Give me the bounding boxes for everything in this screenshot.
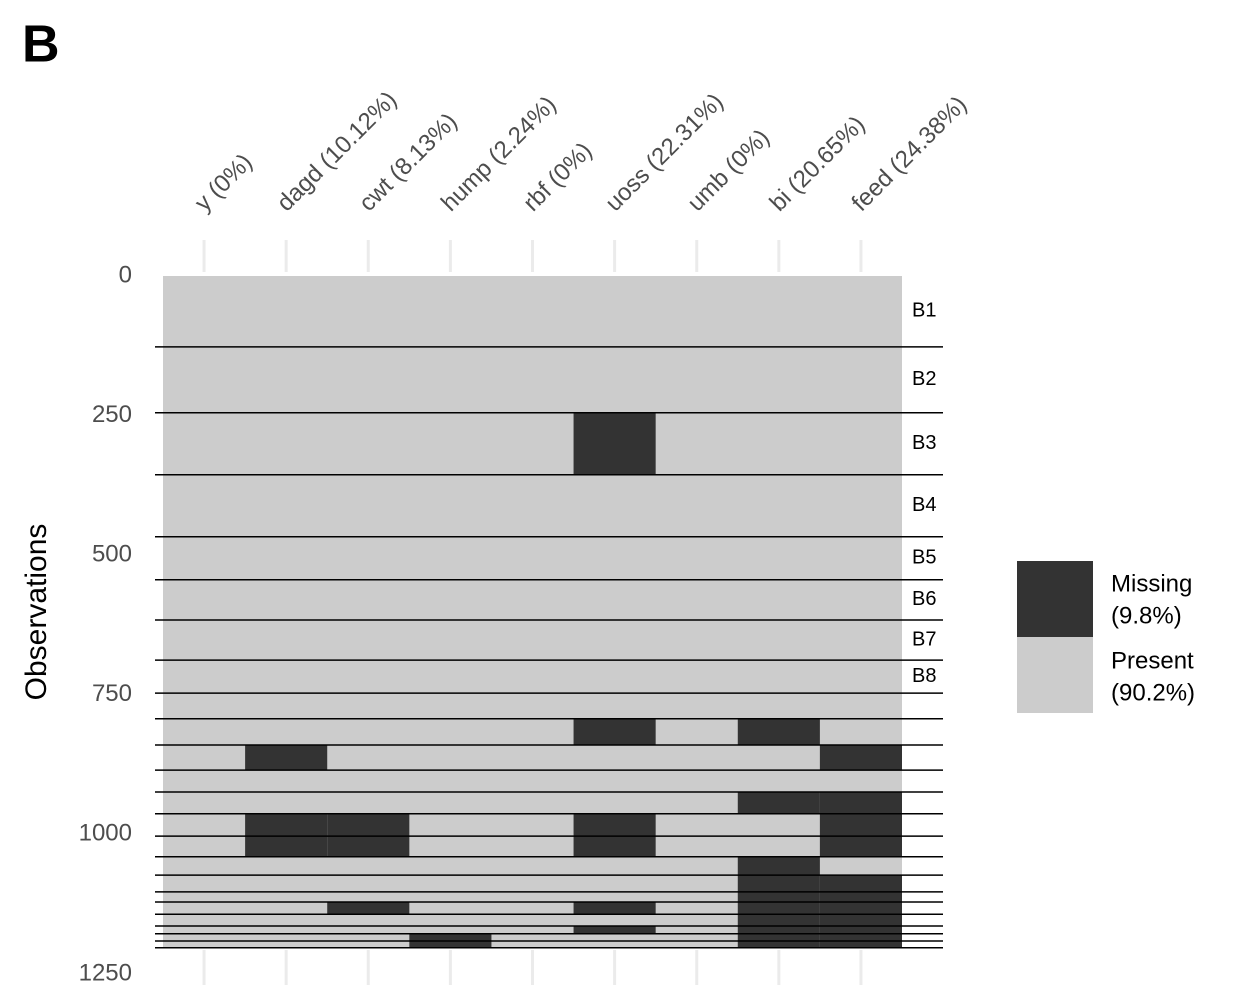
missing-cell (573, 901, 656, 915)
present-block (163, 536, 902, 580)
missing-cell (327, 813, 410, 837)
column-label: feed (24.38%) (847, 91, 973, 217)
y-tick-label: 1000 (79, 820, 132, 847)
present-block (163, 791, 902, 814)
block-label: B8 (912, 665, 936, 687)
missing-cell (737, 901, 820, 915)
missing-cell (819, 791, 902, 814)
missing-cell (327, 901, 410, 915)
present-block (163, 856, 902, 876)
missing-cell (737, 891, 820, 902)
missing-cell (819, 891, 902, 902)
missing-cell (737, 856, 820, 876)
column-label: rbf (0%) (518, 137, 597, 216)
present-block (163, 914, 902, 926)
missing-cell (737, 875, 820, 892)
present-block (163, 346, 902, 413)
missing-cell (737, 718, 820, 746)
missing-cell (573, 412, 656, 475)
y-tick-label: 750 (92, 680, 132, 707)
present-block (163, 770, 902, 792)
missing-cell (819, 875, 902, 892)
legend-label: (9.8%) (1111, 602, 1182, 629)
missing-cell (819, 933, 902, 942)
y-tick-label: 1250 (79, 959, 132, 986)
missing-cell (245, 836, 328, 857)
missing-cell (737, 791, 820, 814)
missing-cell (409, 941, 492, 948)
legend-label: Missing (1111, 570, 1192, 597)
present-block (163, 619, 902, 661)
panel-label: B (22, 16, 60, 74)
missing-cell (245, 745, 328, 771)
block-label: B3 (912, 432, 936, 454)
missing-cell (737, 925, 820, 934)
missing-cell (819, 914, 902, 926)
missing-cell (819, 813, 902, 837)
missing-cell (819, 925, 902, 934)
missing-cell (737, 914, 820, 926)
block-label: B2 (912, 368, 936, 390)
present-block (163, 660, 902, 694)
missing-cell (573, 718, 656, 746)
block-label: B5 (912, 547, 936, 569)
missing-cell (819, 745, 902, 771)
missing-cell (819, 901, 902, 915)
missing-cell (327, 836, 410, 857)
legend-label: (90.2%) (1111, 679, 1195, 706)
present-block (163, 693, 902, 719)
missing-cell (409, 933, 492, 942)
missing-cell (819, 836, 902, 857)
missing-cell (573, 925, 656, 934)
missing-cell (245, 813, 328, 837)
missing-cell (737, 933, 820, 942)
present-block (163, 412, 902, 475)
block-label: B1 (912, 300, 936, 322)
present-block (163, 941, 902, 948)
column-label: y (0%) (190, 149, 258, 217)
present-block (163, 474, 902, 537)
y-axis-label: Observations (20, 524, 53, 701)
y-tick-label: 0 (119, 261, 132, 288)
present-block (163, 933, 902, 942)
present-block (163, 276, 902, 347)
present-block (163, 891, 902, 902)
legend-label: Present (1111, 647, 1194, 674)
block-label: B7 (912, 628, 936, 650)
present-block (163, 875, 902, 892)
y-tick-label: 250 (92, 401, 132, 428)
legend-swatch (1017, 637, 1093, 713)
missing-cell (819, 941, 902, 948)
missing-cell (573, 836, 656, 857)
y-tick-label: 500 (92, 541, 132, 568)
missing-cell (573, 813, 656, 837)
block-label: B6 (912, 588, 936, 610)
missing-cell (737, 941, 820, 948)
present-block (163, 925, 902, 934)
legend-swatch (1017, 561, 1093, 637)
block-label: B4 (912, 494, 936, 516)
present-block (163, 579, 902, 620)
